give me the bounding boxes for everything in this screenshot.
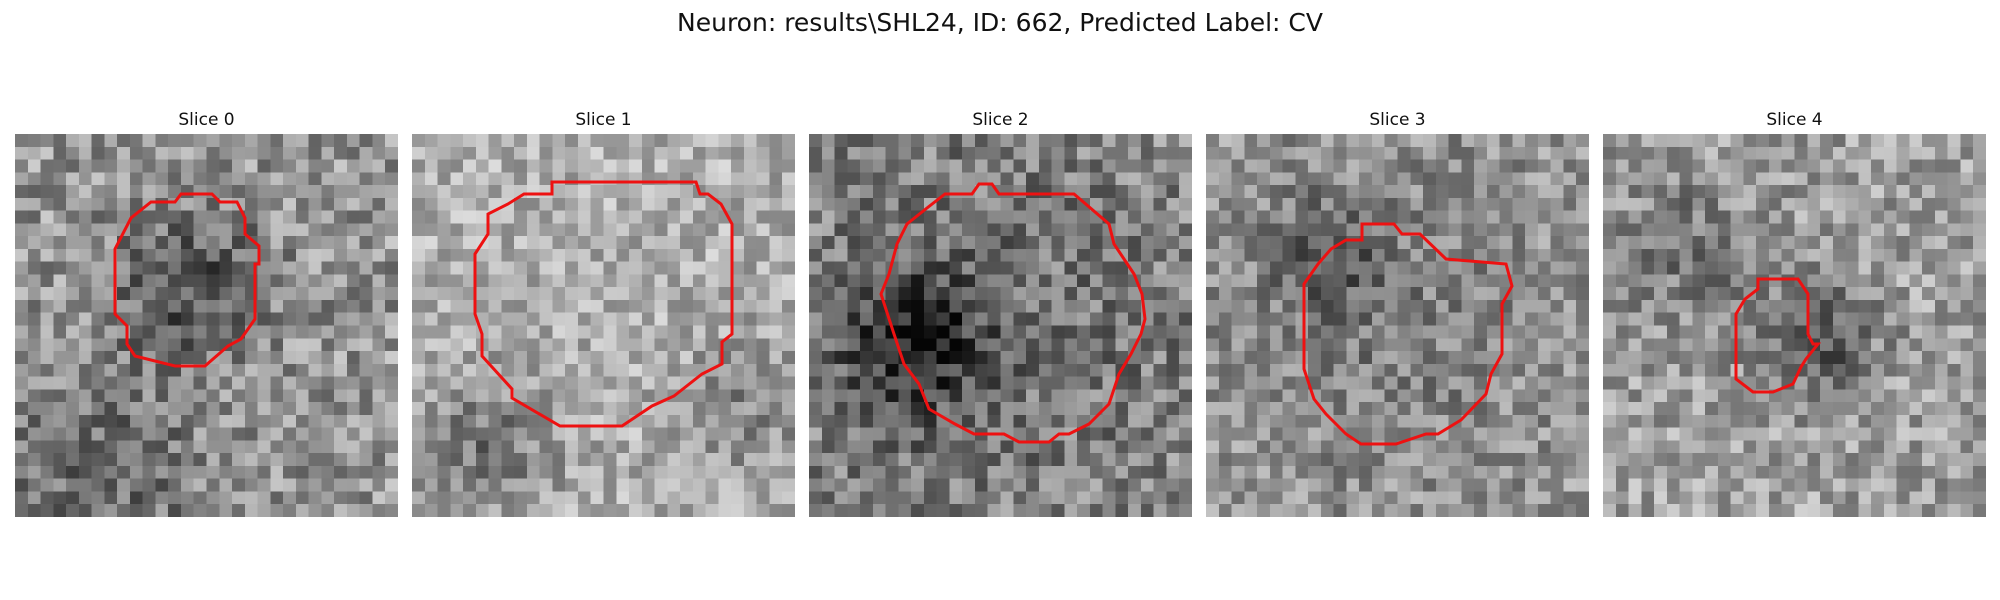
slice-contour-4	[1734, 277, 1822, 394]
slice-title-4: Slice 4	[1766, 110, 1823, 130]
slice-panel-2: Slice 2	[809, 108, 1192, 517]
slice-image-0	[15, 134, 398, 517]
slice-panel-4: Slice 4	[1603, 108, 1986, 517]
slice-panel-0: Slice 0	[15, 108, 398, 517]
figure-title: Neuron: results\SHL24, ID: 662, Predicte…	[677, 8, 1323, 37]
slice-grayscale-3	[1206, 134, 1589, 517]
slice-contour-2	[879, 182, 1147, 444]
slice-grayscale-0	[15, 134, 398, 517]
slice-panel-3: Slice 3	[1206, 108, 1589, 517]
slice-contour-3	[1302, 222, 1514, 446]
slice-title-3: Slice 3	[1369, 110, 1426, 130]
slice-grayscale-4	[1603, 134, 1986, 517]
slice-grayscale-2	[809, 134, 1192, 517]
slice-panel-1: Slice 1	[412, 108, 795, 517]
slice-title-0: Slice 0	[178, 110, 235, 130]
slice-contour-1	[473, 180, 734, 428]
slice-image-2	[809, 134, 1192, 517]
slice-title-2: Slice 2	[972, 110, 1029, 130]
slice-title-1: Slice 1	[575, 110, 632, 130]
slice-contour-0	[113, 192, 261, 368]
slice-image-3	[1206, 134, 1589, 517]
slice-image-4	[1603, 134, 1986, 517]
slice-image-1	[412, 134, 795, 517]
